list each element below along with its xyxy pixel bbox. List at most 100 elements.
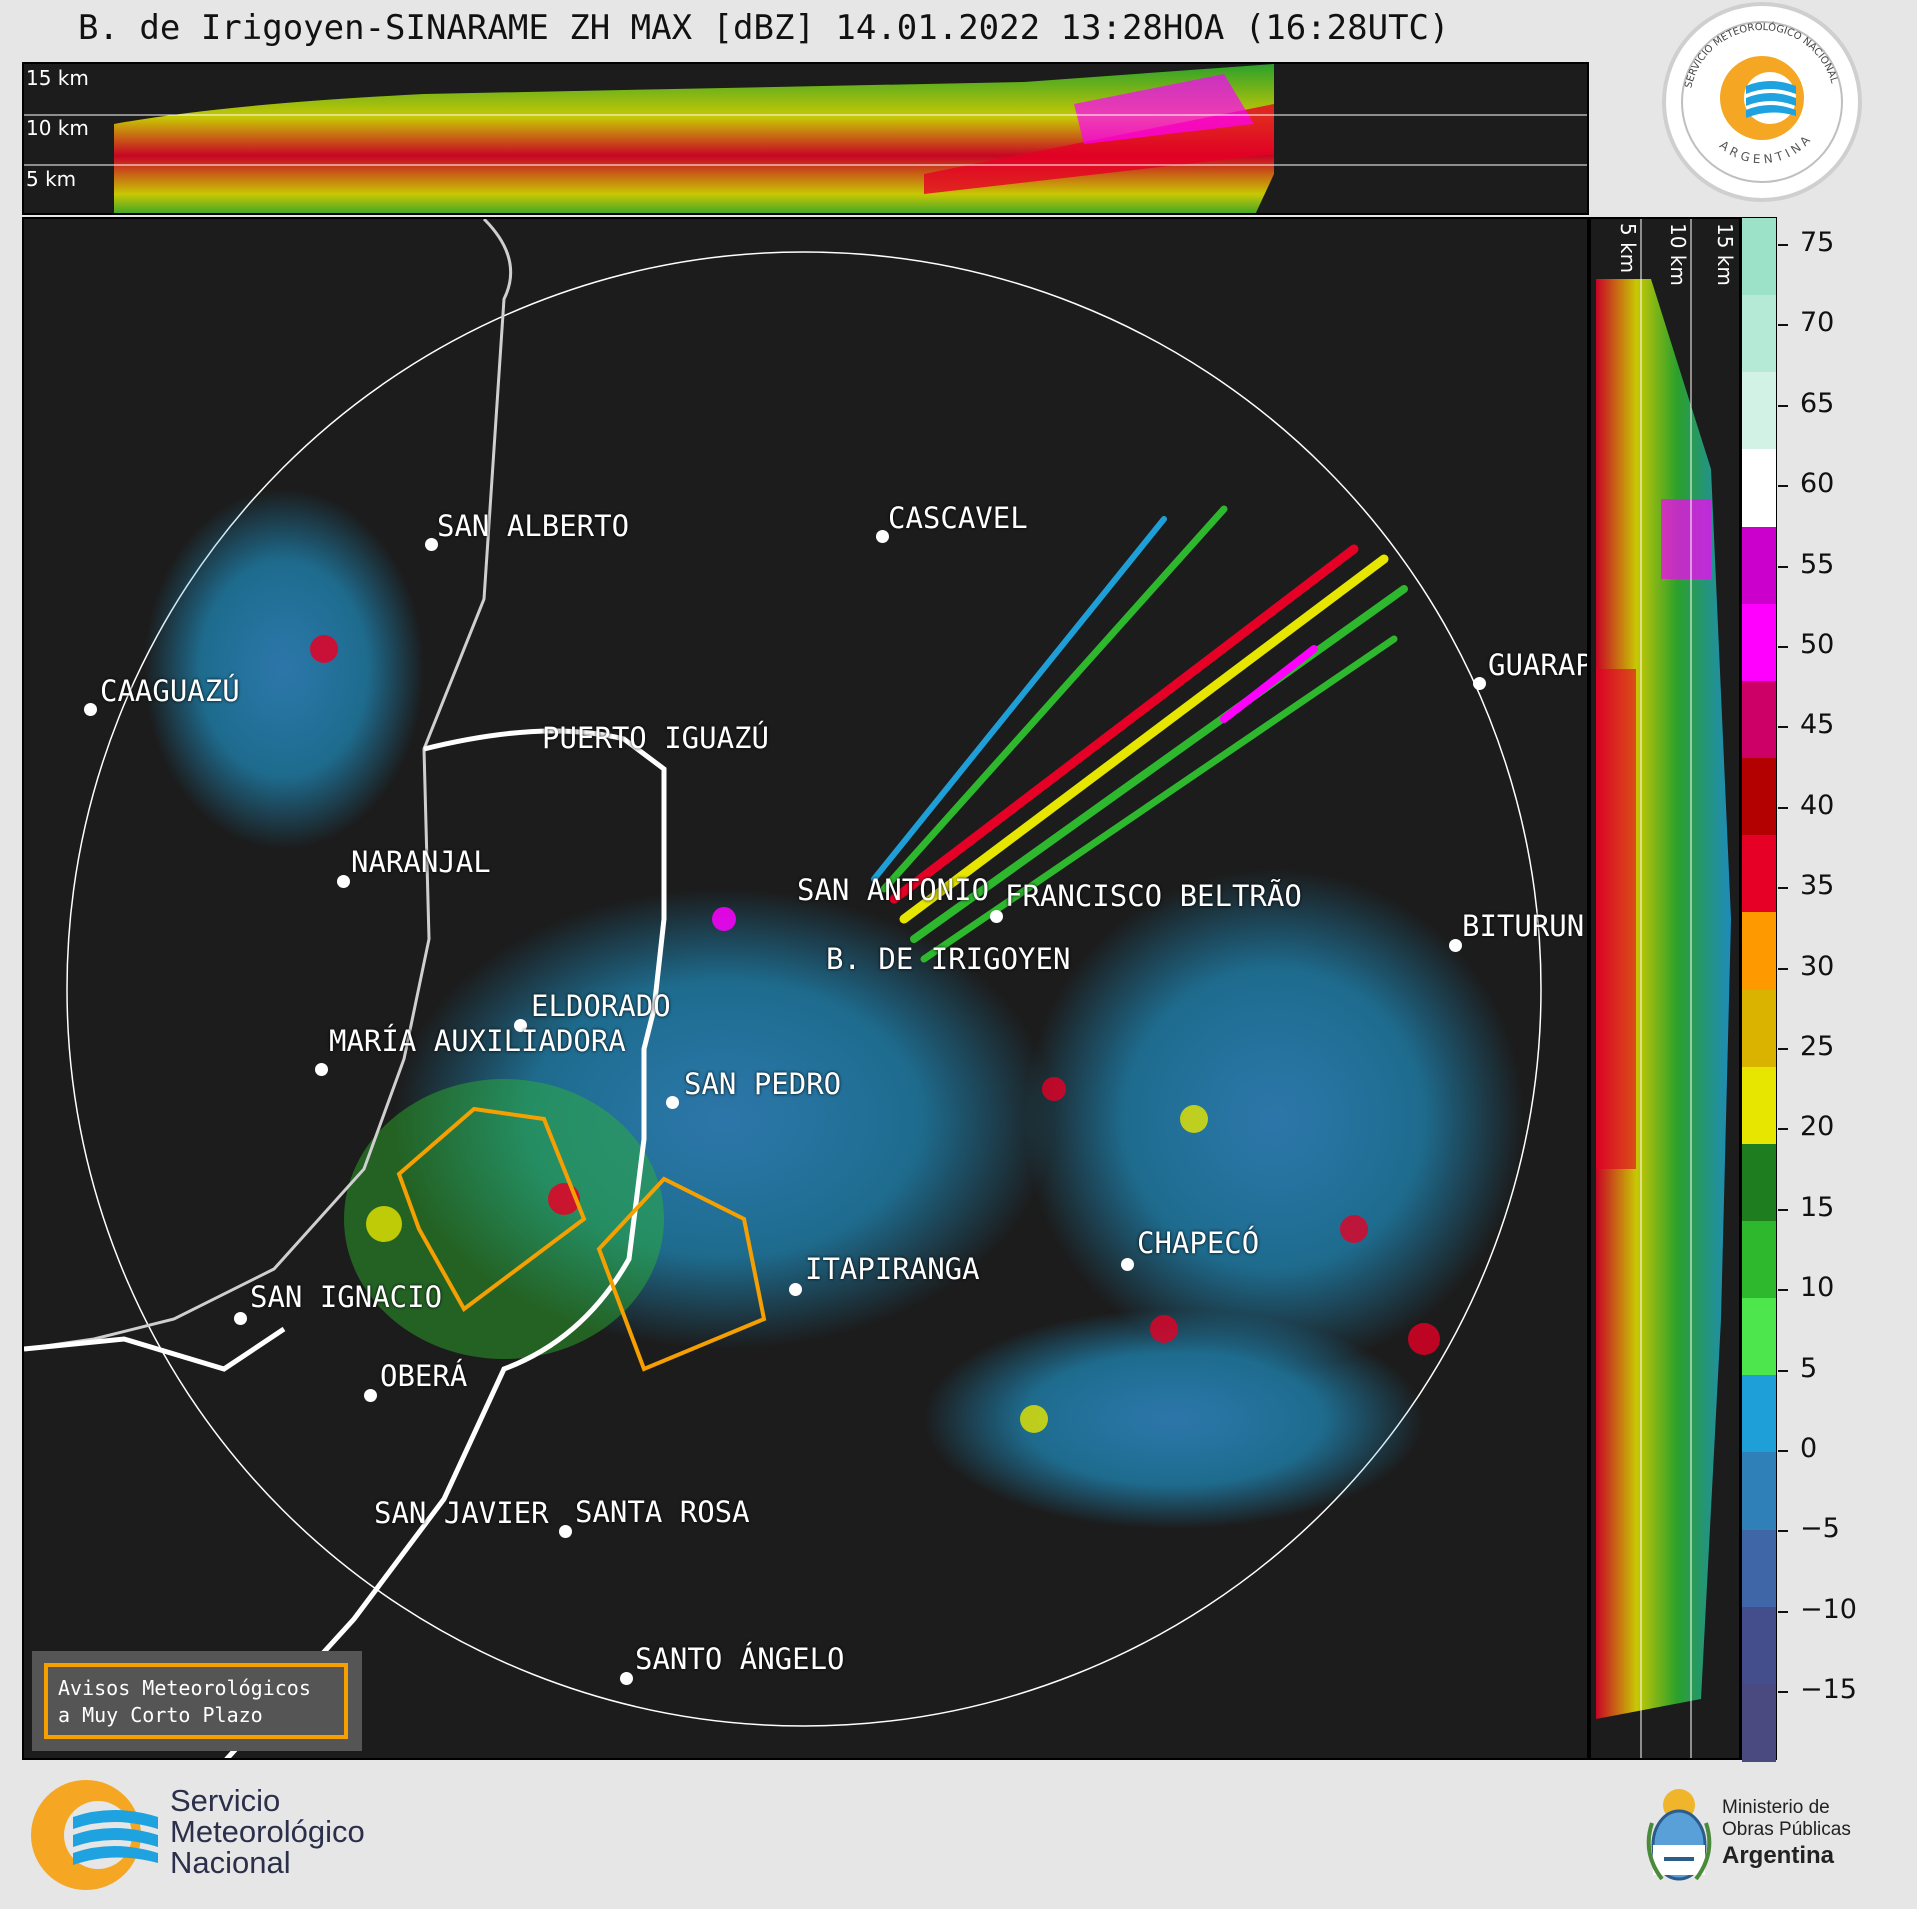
colorbar-tick-mark (1778, 1369, 1788, 1372)
colorbar-tick-label: 65 (1800, 387, 1835, 419)
city-label-obera: OBERÁ (380, 1359, 468, 1393)
echo-field-east (1024, 869, 1524, 1369)
city-dot-caaguazu (84, 703, 97, 716)
colorbar-segment (1742, 1529, 1776, 1608)
city-dot-san-ignacio (234, 1312, 247, 1325)
ministry-line3: Argentina (1722, 1842, 1835, 1869)
ministry-line1: Ministerio de (1722, 1797, 1830, 1818)
ministry-line2: Obras Públicas (1722, 1819, 1851, 1840)
colorbar-tick-mark (1778, 726, 1788, 729)
border-paraguay (24, 219, 513, 1351)
colorbar-segment (1742, 1683, 1776, 1762)
colorbar-tick-mark (1778, 485, 1788, 488)
warning-legend-text: Avisos Meteorológicos a Muy Corto Plazo (58, 1676, 311, 1727)
city-label-san-pedro: SAN PEDRO (684, 1067, 842, 1101)
range-ring (66, 251, 1542, 1727)
side-km-label-5: 5 km (1616, 223, 1640, 274)
radial-spikes (871, 505, 1408, 963)
colorbar-segment (1742, 295, 1776, 374)
city-label-san-alberto: SAN ALBERTO (437, 509, 630, 543)
colorbar-segment (1742, 1375, 1776, 1454)
city-label-maria-auxiliadora: MARÍA AUXILIADORA (329, 1024, 626, 1058)
city-dot-santo-angelo (620, 1672, 633, 1685)
city-label-caaguazu: CAAGUAZÚ (100, 674, 240, 708)
city-label-eldorado: ELDORADO (531, 989, 671, 1023)
colorbar-tick-label: 25 (1800, 1031, 1835, 1062)
city-dot-eldorado (514, 1019, 527, 1032)
warning-polygon-2 (596, 1176, 767, 1372)
smn-footer-name: Servicio Meteorológico Nacional (170, 1785, 365, 1878)
city-dot-cascavel (876, 530, 889, 543)
city-label-puerto-iguazu: PUERTO IGUAZÚ (542, 721, 769, 755)
border-misiones (224, 728, 667, 1758)
chart-title: B. de Irigoyen-SINARAME ZH MAX [dBZ] 14.… (78, 8, 1450, 48)
colorbar-tick-label: 40 (1800, 789, 1835, 821)
colorbar-segment (1742, 1606, 1776, 1685)
city-label-san-javier: SAN JAVIER (374, 1496, 549, 1530)
colorbar-tick-label: 0 (1800, 1433, 1818, 1464)
colorbar-tick-label: 50 (1800, 629, 1835, 660)
colorbar-segment (1742, 372, 1776, 451)
warning-legend: Avisos Meteorológicos a Muy Corto Plazo (32, 1651, 362, 1751)
colorbar-tick-label: −10 (1800, 1593, 1857, 1625)
city-dot-santa-rosa (559, 1525, 572, 1538)
city-dot-obera (364, 1389, 377, 1402)
echo-field-southwest (344, 1079, 664, 1359)
colorbar-tick-mark (1778, 324, 1788, 327)
city-dot-san-pedro (666, 1096, 679, 1109)
city-dot-biturun (1449, 939, 1462, 952)
city-label-b-de-irigoyen: B. DE IRIGOYEN (826, 942, 1071, 976)
colorbar-tick-mark (1778, 646, 1788, 648)
city-label-biturun: BITURUN (1462, 909, 1585, 943)
smn-footer-logo (31, 1780, 158, 1890)
warning-legend-frame: Avisos Meteorológicos a Muy Corto Plazo (44, 1663, 348, 1739)
colorbar-segment (1742, 835, 1776, 914)
top-km-label-5: 5 km (26, 167, 77, 191)
colorbar-tick-label: 55 (1800, 548, 1835, 580)
colorbar-tick-label: 45 (1800, 709, 1835, 741)
border-river (24, 1326, 286, 1372)
colorbar-segment (1742, 989, 1776, 1068)
colorbar-segment (1742, 912, 1776, 991)
side-km-label-10: 10 km (1666, 223, 1690, 286)
colorbar-tick-mark (1778, 1128, 1788, 1131)
city-dot-chapeco (1121, 1258, 1134, 1271)
city-label-san-ignacio: SAN IGNACIO (250, 1280, 443, 1314)
colorbar-segment (1742, 1143, 1776, 1222)
city-label-guarap: GUARAP (1488, 648, 1589, 682)
city-label-francisco-beltrao: FRANCISCO BELTRÃO (1005, 879, 1302, 913)
city-label-santa-rosa: SANTA ROSA (575, 1495, 750, 1529)
city-dot-san-alberto (425, 538, 438, 551)
top-km-label-10: 10 km (26, 116, 89, 140)
smn-name-line2: Meteorológico (170, 1814, 365, 1849)
colorbar-tick-label: −15 (1800, 1674, 1857, 1706)
city-label-naranjal: NARANJAL (351, 845, 491, 879)
colorbar-tick-mark (1778, 967, 1788, 970)
smn-badge-logo: SERVICIO METEOROLÓGICO NACIONAL ARGENTIN… (1662, 2, 1862, 202)
colorbar-tick-label: 70 (1800, 307, 1835, 339)
smn-name-line3: Nacional (170, 1845, 291, 1880)
colorbar-segment (1742, 526, 1776, 605)
colorbar-tick-mark (1778, 1450, 1788, 1452)
colorbar-tick-label: 15 (1800, 1191, 1835, 1223)
colorbar-tick-label: 30 (1800, 950, 1835, 982)
echo-field-central (394, 889, 1054, 1349)
colorbar-segment (1742, 758, 1776, 837)
echo-field-northwest (144, 489, 424, 849)
ministry-name: Ministerio de Obras Públicas Argentina (1722, 1797, 1851, 1871)
colorbar-tick-mark (1778, 1530, 1788, 1533)
storm-cells (310, 635, 1440, 1433)
dbz-colorbar (1741, 217, 1777, 1762)
colorbar-tick-mark (1778, 565, 1788, 568)
colorbar-segment (1742, 603, 1776, 682)
smn-name-line1: Servicio (170, 1783, 281, 1818)
colorbar-tick-label: 10 (1800, 1272, 1835, 1304)
city-label-san-antonio: SAN ANTONIO (797, 873, 990, 907)
colorbar-tick-mark (1778, 887, 1788, 890)
city-label-cascavel: CASCAVEL (888, 501, 1028, 535)
echo-field-southeast (924, 1309, 1424, 1529)
colorbar-tick-label: −5 (1800, 1513, 1840, 1545)
colorbar-tick-mark (1778, 1610, 1788, 1613)
city-dot-guarap (1473, 677, 1486, 690)
colorbar-tick-mark (1778, 244, 1788, 246)
